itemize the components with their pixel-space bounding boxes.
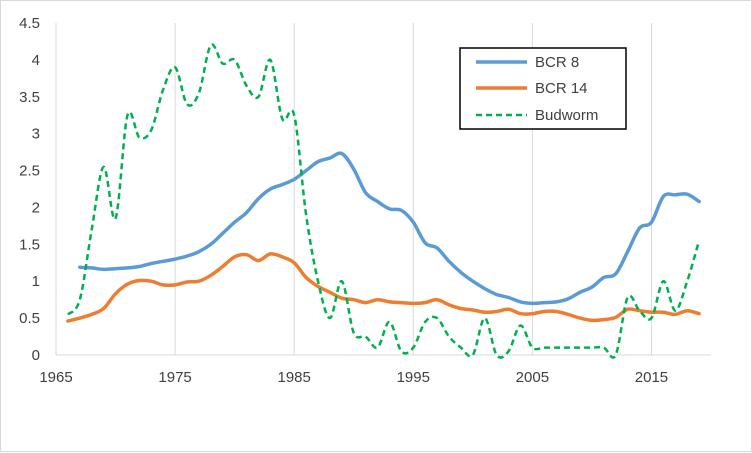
x-tick-label: 1995 [397,369,430,386]
x-tick-label: 1985 [277,369,310,386]
x-tick-label: 2015 [635,369,668,386]
axes [55,23,711,356]
tick-labels: 1965 1975 1985 1995 2005 2015 0 0.5 1 1.5 2 2.5 3 3.5… [19,15,668,386]
y-tick-label: 4.5 [19,15,40,32]
y-tick-label: 4 [32,52,40,69]
series-lines [66,43,701,359]
y-tick-label: 3 [32,126,40,143]
x-tick-label: 1975 [158,369,191,386]
y-tick-label: 2.5 [19,163,40,180]
y-tick-label: 1.5 [19,236,40,253]
legend: BCR 8 BCR 14 Budworm [459,47,627,130]
y-tick-label: 1 [32,273,40,290]
y-tick-label: 2 [32,199,40,216]
y-tick-label: 3.5 [19,89,40,106]
series-line-bcr-14 [66,252,701,323]
y-tick-label: 0 [32,347,40,364]
legend-label-budworm: Budworm [535,107,598,124]
legend-label-bcr14: BCR 14 [535,80,588,97]
x-tick-label: 2005 [516,369,549,386]
y-tick-label: 0.5 [19,310,40,327]
legend-label-bcr8: BCR 8 [535,54,579,71]
series-line-bcr-8 [78,151,701,306]
x-tick-label: 1965 [39,369,72,386]
